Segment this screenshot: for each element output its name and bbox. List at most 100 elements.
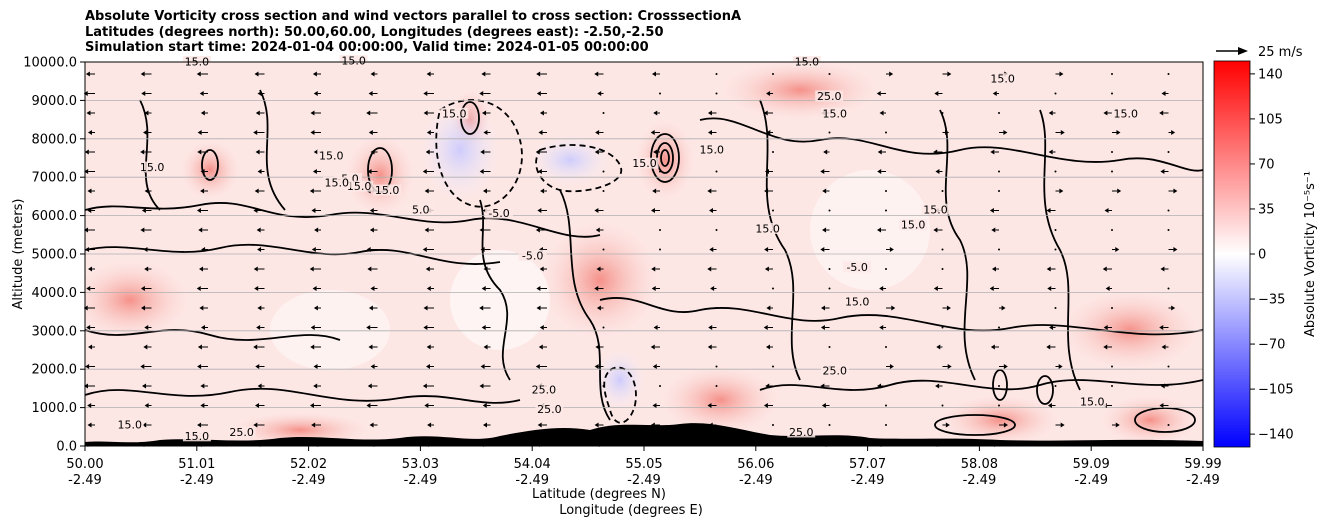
wind-vector-head <box>482 188 487 194</box>
wind-vector-head <box>594 286 599 291</box>
wind-vector-head <box>312 169 317 174</box>
wind-vector-head <box>140 286 145 291</box>
colorbar-tick-label: −140 <box>1258 428 1294 443</box>
wind-vector-head <box>85 364 90 369</box>
wind-vector-head <box>1160 169 1165 174</box>
wind-vector <box>1054 385 1057 387</box>
wind-vector <box>885 190 887 192</box>
wind-vector-head <box>1046 344 1051 350</box>
wind-vector-head <box>479 383 484 389</box>
wind-vector <box>715 443 718 446</box>
wind-vector-head <box>764 266 769 272</box>
contour-label: 15.0 <box>319 150 344 163</box>
contour-label: 15.0 <box>823 107 848 120</box>
contour-label: 15.0 <box>923 203 948 216</box>
wind-vector <box>828 73 831 75</box>
wind-vector-head <box>86 325 91 330</box>
wind-vector-head <box>650 130 655 135</box>
wind-vector <box>941 404 944 407</box>
wind-vector-head <box>594 149 599 155</box>
wind-vector <box>1111 92 1113 95</box>
y-tick-label: 10000.0 <box>23 56 77 71</box>
wind-vector-head <box>367 266 372 272</box>
contour-labels: 15.0 15.0 15.015.015.025.015.0 15.015.015.0… <box>115 55 1140 443</box>
wind-vector-head <box>83 305 88 311</box>
wind-vector-head <box>539 266 544 272</box>
wind-vector-head <box>422 383 427 389</box>
title-line-3: Simulation start time: 2024-01-04 00:00:… <box>85 40 649 55</box>
wind-vector-head <box>88 266 93 272</box>
wind-vector-head <box>142 422 147 428</box>
wind-vector-head <box>535 364 540 369</box>
colorbar-tick-label: 140 <box>1258 67 1283 82</box>
contour-label-bg <box>406 203 435 215</box>
wind-vector <box>1054 443 1057 446</box>
y-tick-label: 7000.0 <box>32 171 78 186</box>
wind-vector-head <box>480 247 485 252</box>
wind-vector-head <box>652 71 657 77</box>
wind-vector-head <box>1159 110 1164 116</box>
wind-vector <box>1111 170 1113 173</box>
wind-vector-head <box>1103 344 1108 350</box>
wind-vector <box>828 131 831 134</box>
wind-vector-head <box>538 130 543 135</box>
wind-vector-head <box>766 344 771 350</box>
wind-vector-head <box>653 110 658 116</box>
x-tick-label-lat: 50.00 <box>66 457 103 472</box>
x-tick-label-lat: 51.01 <box>178 457 215 472</box>
wind-vector-head <box>86 286 91 291</box>
wind-vector-head <box>936 344 941 350</box>
wind-vector-head <box>933 286 938 291</box>
wind-vector-head <box>653 325 658 330</box>
wind-vector <box>1111 443 1113 446</box>
wind-vector-head <box>143 130 148 135</box>
wind-vector <box>828 268 831 270</box>
wind-vector <box>885 404 887 407</box>
wind-vector-head <box>200 110 205 116</box>
contour-label-bg <box>227 426 256 438</box>
wind-vector-head <box>87 188 92 194</box>
wind-vector-head <box>312 286 317 291</box>
wind-vector-head <box>366 110 371 116</box>
wind-vector-head <box>366 325 371 330</box>
wind-vector-head <box>820 169 825 174</box>
x-tick-label-lon: -2.49 <box>404 473 438 488</box>
wind-vector-head <box>764 247 769 252</box>
wind-vector-head <box>707 344 712 350</box>
wind-vector-head <box>1161 344 1166 350</box>
x-tick-label-lon: -2.49 <box>1074 473 1108 488</box>
wind-vector-head <box>85 247 90 252</box>
wind-vector-head <box>538 344 543 350</box>
wind-vector-head <box>1160 266 1165 272</box>
contour-label-bg <box>182 430 211 442</box>
colorbar-ticks: 140 105 70 35 0 −35 −70 −105 −140 <box>1250 67 1294 443</box>
wind-vector-head <box>369 227 374 233</box>
wind-vector-head <box>947 71 952 77</box>
wind-vector-head <box>144 403 149 408</box>
wind-vector-head <box>369 208 374 213</box>
wind-vector-head <box>313 305 318 311</box>
wind-vector-head <box>1003 422 1008 428</box>
wind-vector-head <box>309 188 314 194</box>
wind-vector <box>885 268 887 270</box>
wind-vector-head <box>255 403 260 408</box>
wind-vector-head <box>309 403 314 408</box>
wind-vector-head <box>426 71 431 77</box>
wind-vector-head <box>945 130 950 135</box>
wind-vector-head <box>483 266 488 272</box>
wind-vector-head <box>877 149 882 155</box>
wind-vector-head <box>425 149 430 155</box>
y-axis-title: Altitude (meters) <box>11 199 26 310</box>
wind-vector-head <box>766 130 771 135</box>
wind-vector-head <box>144 188 149 194</box>
wind-vector-head <box>946 305 951 311</box>
wind-vector-head <box>257 305 262 311</box>
contour-label-bg <box>535 403 564 415</box>
wind-vector-head <box>536 305 541 311</box>
wind-vector-head <box>370 286 375 291</box>
x-tick-label-lon: -2.49 <box>627 473 661 488</box>
wind-vector-head <box>1115 422 1120 428</box>
wind-vector-head <box>482 110 487 116</box>
colorbar-tick-label: 35 <box>1258 202 1275 217</box>
wind-vector-head <box>310 110 315 116</box>
